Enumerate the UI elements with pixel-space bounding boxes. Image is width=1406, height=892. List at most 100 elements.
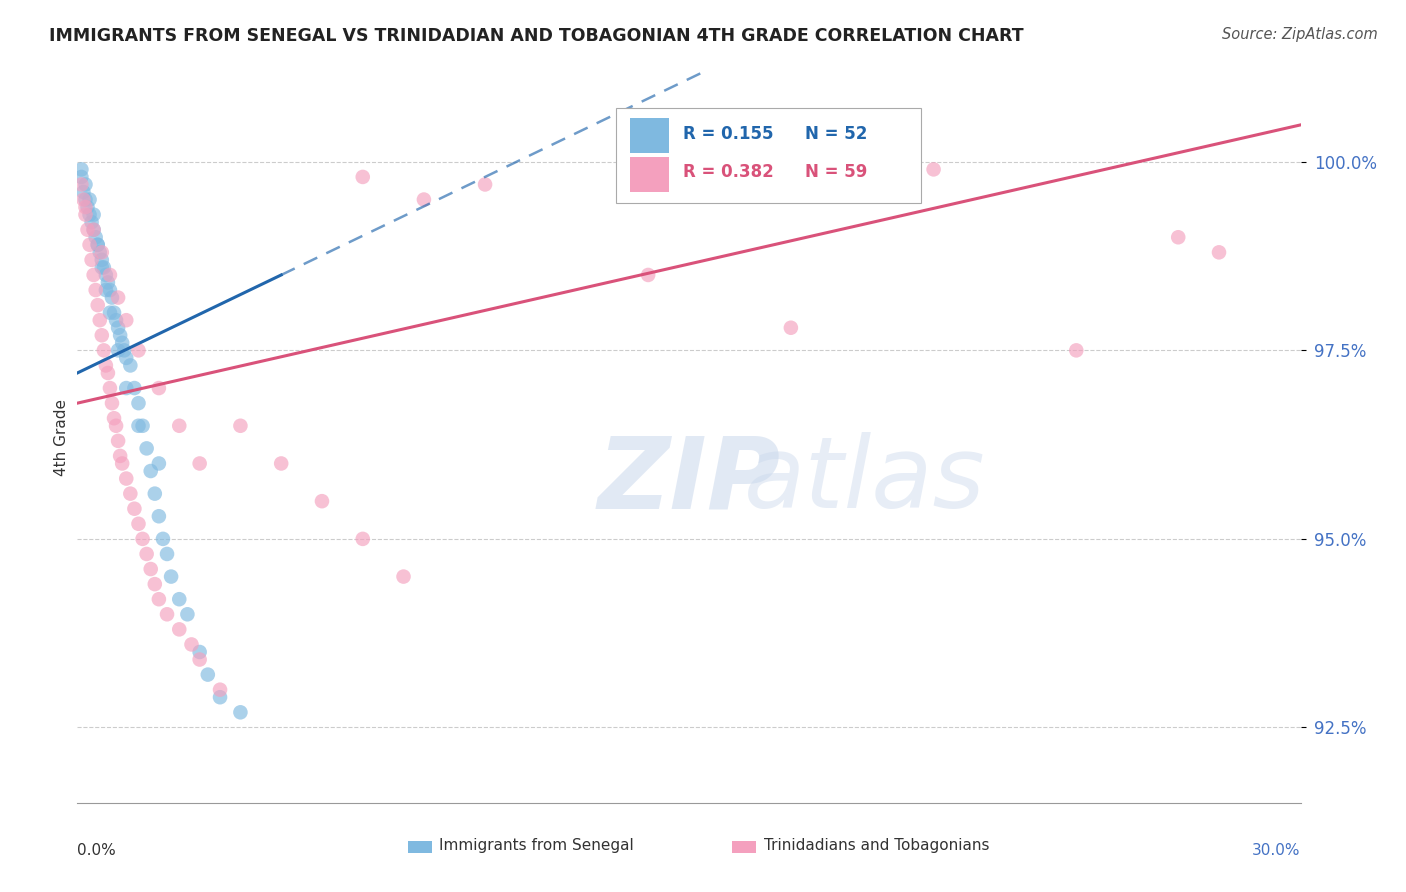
Point xyxy=(139,562,162,576)
Point xyxy=(115,381,138,395)
Point xyxy=(143,486,166,500)
Point xyxy=(84,230,107,244)
Bar xyxy=(630,118,669,153)
Point xyxy=(120,359,142,373)
Point xyxy=(120,486,142,500)
Point xyxy=(270,457,292,471)
Point xyxy=(169,418,191,433)
Point xyxy=(474,178,496,192)
Bar xyxy=(630,157,669,192)
Point xyxy=(922,162,945,177)
Point xyxy=(103,411,125,425)
Point xyxy=(197,667,219,681)
Point xyxy=(127,396,149,410)
Point xyxy=(94,359,117,373)
Point xyxy=(111,335,134,350)
Point xyxy=(156,607,179,622)
Point xyxy=(188,457,211,471)
Point xyxy=(90,252,112,267)
Bar xyxy=(616,108,921,203)
Point xyxy=(75,193,97,207)
Point xyxy=(413,193,436,207)
Point xyxy=(1167,230,1189,244)
Point xyxy=(75,178,97,192)
Point xyxy=(131,418,153,433)
Point xyxy=(148,381,170,395)
Point xyxy=(180,637,202,651)
Point xyxy=(76,200,98,214)
Point xyxy=(352,532,374,546)
Point xyxy=(169,592,191,607)
Text: Trinidadians and Tobagonians: Trinidadians and Tobagonians xyxy=(763,838,988,853)
Point xyxy=(148,509,170,524)
Text: Immigrants from Senegal: Immigrants from Senegal xyxy=(440,838,634,853)
Point xyxy=(72,193,94,207)
Point xyxy=(152,532,174,546)
Bar xyxy=(408,841,432,853)
Point xyxy=(79,208,101,222)
Point xyxy=(87,237,110,252)
Point xyxy=(80,252,103,267)
Point xyxy=(780,320,803,334)
Point xyxy=(83,268,105,282)
Point xyxy=(93,260,115,275)
Point xyxy=(139,464,162,478)
Point xyxy=(87,237,110,252)
Text: 0.0%: 0.0% xyxy=(77,843,117,858)
Point xyxy=(135,547,157,561)
Point xyxy=(124,381,146,395)
Point xyxy=(111,457,134,471)
Point xyxy=(75,200,97,214)
Point xyxy=(392,569,415,583)
Point xyxy=(143,577,166,591)
Point xyxy=(89,313,111,327)
Point xyxy=(115,313,138,327)
Point xyxy=(84,283,107,297)
Point xyxy=(188,645,211,659)
Point xyxy=(83,223,105,237)
Point xyxy=(1066,343,1088,358)
Point xyxy=(108,328,131,343)
Point xyxy=(115,471,138,485)
Point xyxy=(70,178,93,192)
Point xyxy=(70,162,93,177)
Text: N = 59: N = 59 xyxy=(806,163,868,181)
Point xyxy=(160,569,183,583)
Point xyxy=(1208,245,1230,260)
Text: N = 52: N = 52 xyxy=(806,125,868,143)
Point xyxy=(229,706,252,720)
Point xyxy=(176,607,198,622)
Point xyxy=(127,418,149,433)
Point xyxy=(112,343,135,358)
Point xyxy=(105,313,128,327)
Text: IMMIGRANTS FROM SENEGAL VS TRINIDADIAN AND TOBAGONIAN 4TH GRADE CORRELATION CHAR: IMMIGRANTS FROM SENEGAL VS TRINIDADIAN A… xyxy=(49,27,1024,45)
Point xyxy=(90,328,112,343)
Point xyxy=(637,268,659,282)
Point xyxy=(131,532,153,546)
Point xyxy=(94,283,117,297)
Point xyxy=(108,449,131,463)
Text: Source: ZipAtlas.com: Source: ZipAtlas.com xyxy=(1222,27,1378,42)
Point xyxy=(115,351,138,365)
Y-axis label: 4th Grade: 4th Grade xyxy=(53,399,69,475)
Point xyxy=(98,306,121,320)
Point xyxy=(107,320,129,334)
Point xyxy=(311,494,333,508)
Point xyxy=(127,516,149,531)
Point xyxy=(75,208,97,222)
Point xyxy=(105,418,128,433)
Point xyxy=(101,396,124,410)
Point xyxy=(72,185,94,199)
Point xyxy=(101,291,124,305)
Point xyxy=(97,366,120,380)
Point xyxy=(135,442,157,456)
Bar xyxy=(731,841,756,853)
Point xyxy=(103,306,125,320)
Text: 30.0%: 30.0% xyxy=(1253,843,1301,858)
Text: ZIP: ZIP xyxy=(598,433,780,530)
Point xyxy=(107,434,129,448)
Point xyxy=(90,245,112,260)
Point xyxy=(70,169,93,184)
Point xyxy=(93,343,115,358)
Point xyxy=(90,260,112,275)
